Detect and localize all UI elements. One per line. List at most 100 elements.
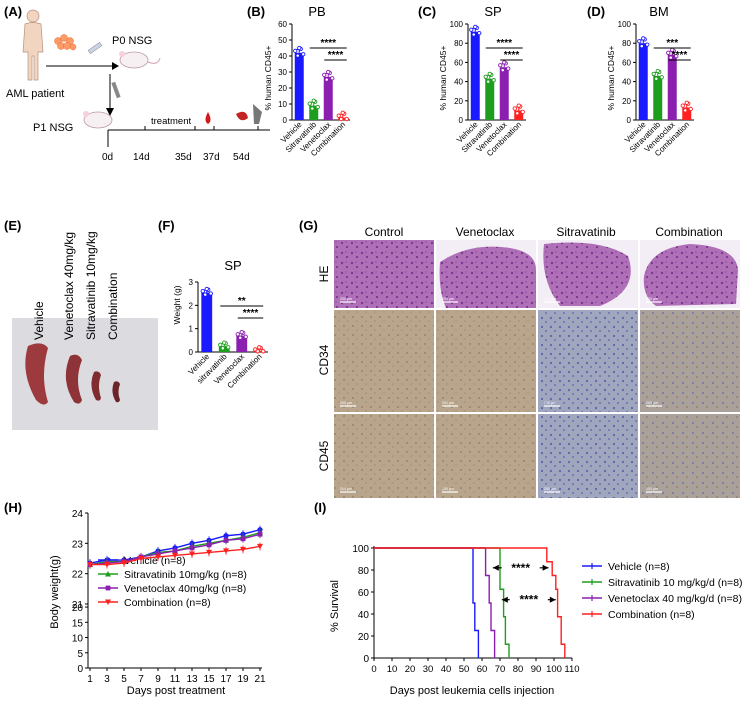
spleen-venetoclax <box>65 354 82 404</box>
y-tick-label: 10 <box>278 100 287 109</box>
scale-bar-label: 200 µm <box>340 401 352 405</box>
chart-pb-bar: PB % human CD45+ 0102030405060VehicleSit… <box>263 4 350 158</box>
legend-marker <box>105 585 111 591</box>
y-tick-label: 22 <box>72 570 84 581</box>
x-tick-label: 19 <box>237 674 249 685</box>
data-point <box>324 77 329 82</box>
data-point <box>295 53 300 58</box>
tissue-icon <box>236 111 248 121</box>
chart-i-xlabel: Days post leukemia cells injection <box>390 685 554 697</box>
data-point <box>220 346 225 351</box>
km-curve-combination <box>374 547 566 658</box>
chart-c-title: SP <box>484 4 501 19</box>
data-point <box>500 67 505 73</box>
y-tick-label: 24 <box>72 509 84 520</box>
chart-bm-bar: BM % human CD45+ 020406080100VehicleSitr… <box>606 4 694 158</box>
photo-label-sitravatinib: Sitravatinib 10mg/kg <box>84 231 98 340</box>
x-tick-label: 21 <box>254 674 266 685</box>
x-tick-label: 70 <box>495 664 506 675</box>
data-point <box>326 69 331 75</box>
chart-c-ylabel: % human CD45+ <box>438 45 448 110</box>
marker-combination <box>240 546 246 553</box>
panel-label-f: (F) <box>158 218 175 233</box>
photo-label-combination: Combination <box>106 273 120 340</box>
marker-combination <box>206 549 212 556</box>
data-point <box>487 71 492 77</box>
histo-row-cd34: CD34 <box>317 344 331 375</box>
data-point <box>340 110 345 115</box>
data-point <box>330 76 335 81</box>
data-point <box>520 109 525 114</box>
x-tick-label: 20 <box>405 664 416 675</box>
data-point <box>339 116 344 122</box>
patient-label: AML patient <box>6 88 64 100</box>
y-tick-label: 21 <box>72 600 84 611</box>
marker-venetoclax <box>240 536 246 542</box>
x-tick-label: 80 <box>513 664 524 675</box>
marker-vehicle <box>223 533 229 539</box>
p1-label: P1 NSG <box>33 122 73 134</box>
y-tick-label: 60 <box>454 58 463 67</box>
data-point <box>204 286 209 292</box>
bar-combination <box>514 110 524 120</box>
scalpel-icon <box>253 104 262 124</box>
bar-venetoclax <box>667 54 677 120</box>
marker-combination <box>87 562 93 568</box>
data-point <box>243 334 248 339</box>
spleen-combination <box>112 381 120 403</box>
data-point <box>297 45 302 51</box>
marker-venetoclax <box>206 542 212 548</box>
arrow-right-icon <box>542 564 549 571</box>
data-point <box>666 50 671 55</box>
data-point <box>257 345 262 350</box>
data-point <box>651 71 656 77</box>
y-tick-label: 80 <box>358 566 370 577</box>
marker-combination <box>172 552 178 559</box>
data-point <box>688 106 693 112</box>
chart-i-ylabel: % Survival <box>329 580 341 632</box>
km-curve-sitravatinib <box>374 547 510 658</box>
data-point <box>200 288 205 294</box>
data-point <box>655 68 660 74</box>
chart-body-weight-line: Body weight(g) Days post treatment 0 5 10 1… <box>49 509 266 697</box>
legend-label: Vehicle (n=8) <box>608 561 670 573</box>
bar-sitravatinib <box>309 105 319 120</box>
cell-cluster-icon <box>54 34 77 51</box>
spleen-vehicle <box>25 343 48 405</box>
y-tick-label: 0 <box>189 348 194 357</box>
data-point <box>344 116 349 122</box>
x-tick-label: 40 <box>441 664 452 675</box>
bar-venetoclax <box>499 67 509 120</box>
y-tick-label: 80 <box>622 39 631 48</box>
chart-b-title: PB <box>308 4 325 19</box>
histo-cd34-combination <box>640 310 740 412</box>
bar-vehicle <box>638 43 648 121</box>
x-tick-label: 15 <box>203 674 215 685</box>
y-tick-label: 15 <box>72 618 84 629</box>
arrow-left-icon <box>492 564 499 571</box>
x-tick-label: 5 <box>121 674 127 685</box>
legend-label: Sitravatinib 10mg/kg (n=8) <box>124 569 247 581</box>
data-point <box>683 108 688 113</box>
blood-drop-icon <box>205 112 211 124</box>
bar-venetoclax <box>323 76 333 120</box>
mouse-icon-p0 <box>119 51 161 69</box>
significance-label-bg <box>509 592 548 605</box>
panel-label-i: (I) <box>314 500 326 515</box>
km-curve-venetoclax <box>374 547 496 658</box>
legend-label: Sitravatinib 10 mg/kg/d (n=8) <box>608 577 743 589</box>
significance-label: **** <box>320 38 336 49</box>
data-point <box>203 292 208 297</box>
x-tick-label: 110 <box>564 664 579 675</box>
y-tick-label: 20 <box>454 97 463 106</box>
significance-label: **** <box>496 38 512 49</box>
panel-label-e: (E) <box>4 218 21 233</box>
chart-h-xlabel: Days post treatment <box>127 685 225 697</box>
scale-bar-label: 200 µm <box>544 401 556 405</box>
data-point <box>515 111 520 116</box>
y-tick-label: 5 <box>77 649 83 660</box>
significance-label: **** <box>672 50 688 61</box>
y-tick-label: 40 <box>622 78 631 87</box>
data-point <box>473 24 478 30</box>
panel-e-spleen-photo: Vehicle Venetoclax 40mg/kg Sitravatinib … <box>12 231 158 430</box>
